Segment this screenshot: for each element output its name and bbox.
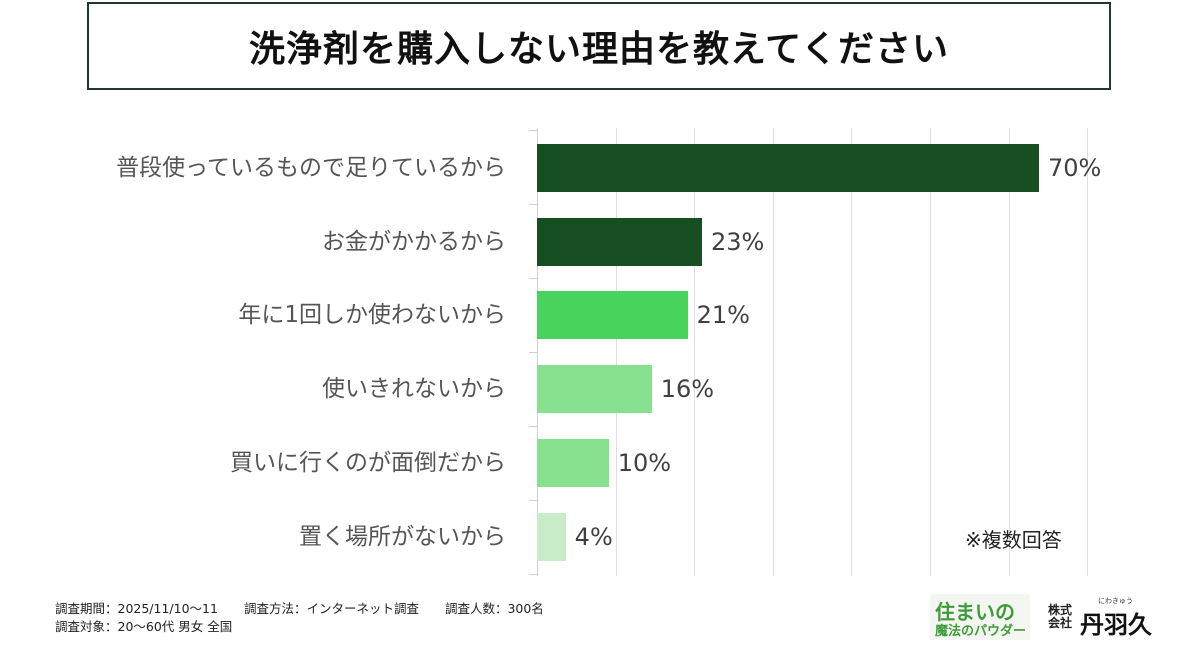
category-label: 普段使っているもので足りているから xyxy=(116,155,506,181)
bar xyxy=(537,365,652,413)
bar-value-label: 16% xyxy=(660,375,715,403)
category-label: 使いきれないから xyxy=(322,376,506,402)
axis-tick xyxy=(529,278,537,279)
bar-value-label: 23% xyxy=(710,228,765,256)
category-label: 置く場所がないから xyxy=(299,524,506,550)
axis-tick xyxy=(529,204,537,205)
company-name: 丹羽久 xyxy=(1080,611,1152,639)
chart-title: 洗浄剤を購入しない理由を教えてください xyxy=(248,29,950,70)
category-label: お金がかかるから xyxy=(322,229,506,255)
bar-value-label: 4% xyxy=(574,523,613,551)
survey-target: 調査対象：20～60代 男女 全国 xyxy=(55,619,233,634)
bar-row: 70% xyxy=(537,144,1101,192)
survey-method: 調査方法：インターネット調査 xyxy=(243,601,419,616)
gridline xyxy=(1087,128,1088,576)
bar xyxy=(537,439,609,487)
bar-value-label: 10% xyxy=(617,449,672,477)
bar xyxy=(537,144,1039,192)
y-axis-line xyxy=(537,128,538,576)
bar-value-label: 70% xyxy=(1048,154,1102,182)
survey-count: 調査人数：300名 xyxy=(444,601,544,616)
bar xyxy=(537,513,566,561)
product-logo-line1: 住まいの xyxy=(935,600,1015,624)
bar-value-label: 21% xyxy=(696,301,750,329)
axis-tick xyxy=(529,352,537,353)
axis-tick xyxy=(529,574,537,575)
bar xyxy=(537,218,702,266)
company-prefix: 株式会社 xyxy=(1048,603,1073,630)
category-label: 買いに行くのが面倒だから xyxy=(230,450,506,476)
bar-row: 21% xyxy=(537,291,1097,339)
axis-tick xyxy=(529,426,537,427)
category-label: 年に1回しか使わないから xyxy=(238,302,506,328)
axis-tick xyxy=(529,130,537,131)
gridline xyxy=(694,128,695,576)
product-logo-line2: 魔法のパウダー xyxy=(935,624,1027,639)
gridline xyxy=(851,128,852,576)
bar-row: 16% xyxy=(537,365,1097,413)
gridline xyxy=(930,128,931,576)
company-ruby: にわきゅう xyxy=(1098,597,1133,605)
product-logo: 住まいの 魔法のパウダー xyxy=(930,594,1030,640)
bar-row: 4% xyxy=(537,513,1097,561)
survey-footer: 調査期間：2025/11/10～11 調査方法：インターネット調査 調査人数：3… xyxy=(55,600,566,636)
axis-tick xyxy=(529,500,537,501)
bar xyxy=(537,291,688,339)
bar-row: 23% xyxy=(537,218,1097,266)
bar-row: 10% xyxy=(537,439,1097,487)
survey-period: 調査期間：2025/11/10～11 xyxy=(55,601,218,616)
gridline xyxy=(1009,128,1010,576)
chart-title-box: 洗浄剤を購入しない理由を教えてください xyxy=(87,2,1111,90)
multiple-answer-note: ※複数回答 xyxy=(965,528,1062,552)
gridline xyxy=(616,128,617,576)
gridline xyxy=(773,128,774,576)
plot-area: 70% 23% 21% 16% 10% 4% xyxy=(529,128,1101,576)
